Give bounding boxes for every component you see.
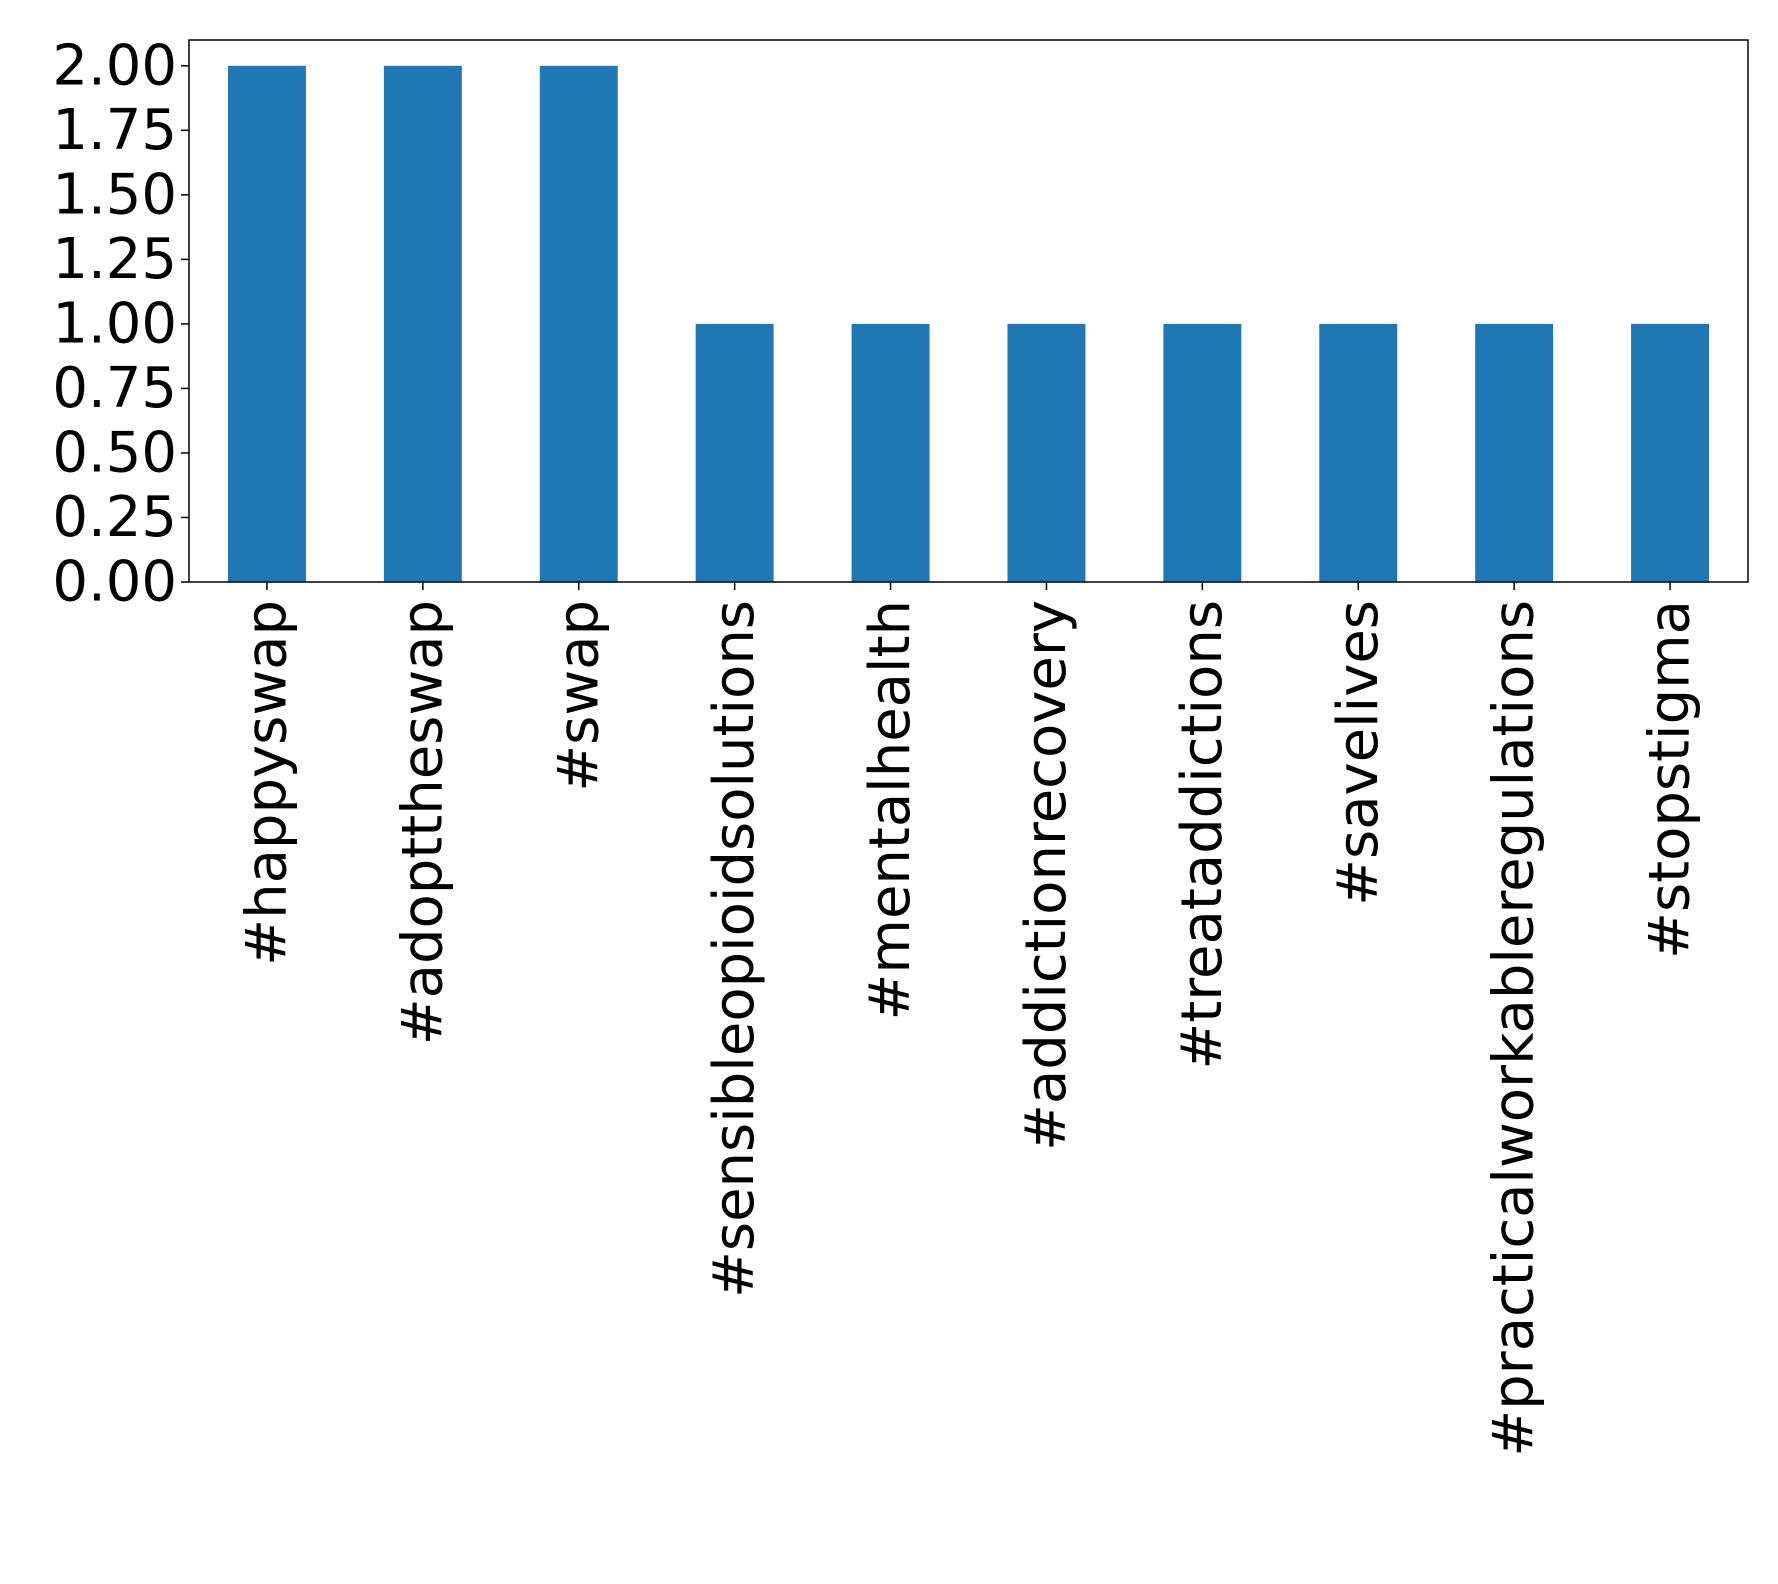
y-tick-label: 1.00 <box>52 291 177 356</box>
bar-practicalworkableregulations <box>1475 323 1554 582</box>
x-tick-label: #practicalworkableregulations <box>1482 600 1547 1457</box>
bar-swap <box>539 65 618 583</box>
y-tick-label: 0.50 <box>52 420 177 485</box>
bars-group <box>227 65 1710 583</box>
y-tick-label: 1.25 <box>52 227 177 292</box>
bar-savelives <box>1319 323 1398 582</box>
y-tick-label: 0.00 <box>52 550 177 615</box>
bar-happyswap <box>227 65 306 583</box>
bar-treataddictions <box>1163 323 1242 582</box>
bar-mentalhealth <box>851 323 930 582</box>
bar-stopstigma <box>1631 323 1710 582</box>
x-tick-label: #stopstigma <box>1638 600 1703 959</box>
y-tick-label: 2.00 <box>52 33 177 98</box>
x-tick-label: #happyswap <box>234 600 299 966</box>
y-tick-label: 1.75 <box>52 98 177 163</box>
bar-addictionrecovery <box>1007 323 1086 582</box>
bar-sensibleopioidsolutions <box>695 323 774 582</box>
x-tick-label: #savelives <box>1326 600 1391 906</box>
x-tick-label: #adopttheswap <box>390 600 455 1045</box>
bar-adopttheswap <box>383 65 462 583</box>
x-axis: #happyswap #adopttheswap #swap #sensibleopi… <box>234 582 1703 1457</box>
x-tick-label: #mentalhealth <box>858 600 923 1021</box>
y-tick-label: 1.50 <box>52 162 177 227</box>
x-tick-label: #swap <box>546 600 611 792</box>
x-tick-label: #sensibleopioidsolutions <box>702 600 767 1298</box>
y-tick-label: 0.75 <box>52 356 177 421</box>
y-tick-label: 0.25 <box>52 485 177 550</box>
plot-frame <box>188 39 1749 583</box>
x-tick-label: #addictionrecovery <box>1014 600 1079 1151</box>
y-axis: 0.000.250.500.751.001.251.501.752.00 <box>52 33 189 615</box>
x-tick-label: #treataddictions <box>1170 600 1235 1070</box>
